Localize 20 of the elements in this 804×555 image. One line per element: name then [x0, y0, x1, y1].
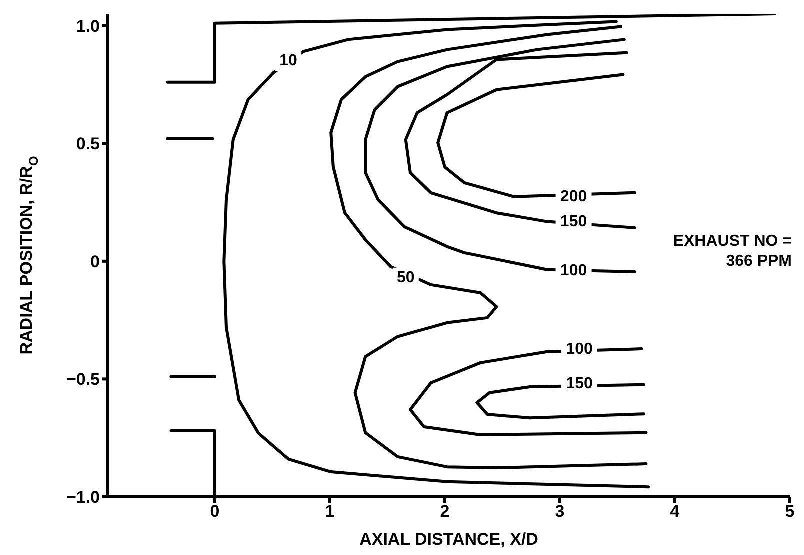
annotation: 50: [396, 269, 415, 286]
annotation: 150: [566, 375, 593, 392]
x-tick-label: 0: [210, 502, 220, 522]
y-tick-label: 0.5: [76, 134, 100, 154]
x-tick-label: 1: [325, 502, 335, 522]
x-axis-title: AXIAL DISTANCE, X/D: [360, 530, 538, 549]
y-tick-label: 0: [90, 252, 100, 272]
y-tick-label: −0.5: [66, 370, 100, 390]
annotation: 150: [560, 213, 588, 230]
annotation: 10: [280, 52, 298, 70]
y-tick-label: −1.0: [66, 488, 100, 508]
annotation: 200: [560, 188, 588, 206]
annotation: 100: [566, 341, 593, 358]
x-tick-label: 3: [555, 502, 565, 522]
x-tick-label: 4: [670, 502, 680, 522]
y-tick-label: 1.0: [76, 16, 100, 36]
x-tick-label: 2: [440, 502, 450, 522]
annotation: EXHAUST NO = 366 PPM: [673, 232, 792, 272]
x-tick-label: 5: [785, 502, 795, 522]
annotation: 100: [560, 262, 588, 280]
